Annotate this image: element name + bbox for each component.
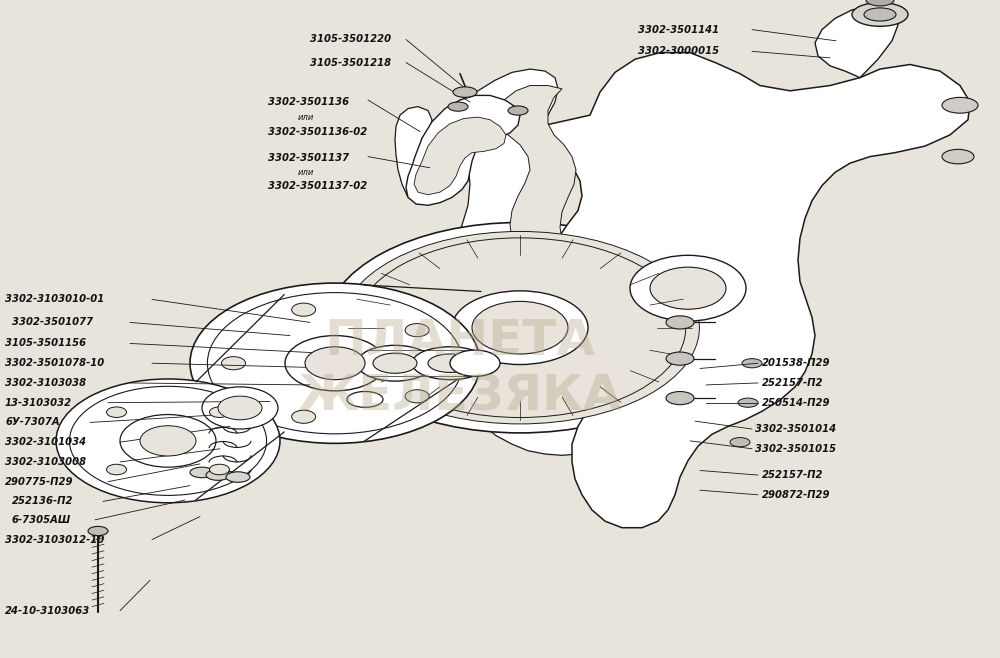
- Text: 6У-7307А: 6У-7307А: [5, 417, 60, 428]
- Text: 3302-3103038: 3302-3103038: [5, 378, 86, 388]
- Text: 3105-3501220: 3105-3501220: [310, 34, 391, 45]
- Ellipse shape: [738, 398, 758, 407]
- Text: 250514-П29: 250514-П29: [762, 397, 830, 408]
- Ellipse shape: [218, 396, 262, 420]
- Text: 3105-3501156: 3105-3501156: [5, 338, 86, 349]
- Ellipse shape: [650, 267, 726, 309]
- Text: или: или: [298, 113, 314, 122]
- Ellipse shape: [305, 347, 365, 380]
- Ellipse shape: [222, 357, 246, 370]
- Ellipse shape: [209, 407, 229, 417]
- Text: 3302-3103012-10: 3302-3103012-10: [5, 534, 104, 545]
- Ellipse shape: [206, 470, 230, 480]
- Text: 3105-3501218: 3105-3501218: [310, 57, 391, 68]
- Ellipse shape: [452, 291, 588, 365]
- Ellipse shape: [56, 379, 280, 503]
- Text: 3302-3501136: 3302-3501136: [268, 97, 349, 107]
- Text: 24-10-3103063: 24-10-3103063: [5, 605, 90, 616]
- Ellipse shape: [202, 387, 278, 429]
- Text: 3302-3101034: 3302-3101034: [5, 437, 86, 447]
- Ellipse shape: [341, 232, 699, 424]
- Ellipse shape: [88, 526, 108, 536]
- Text: 3302-3501078-10: 3302-3501078-10: [5, 358, 104, 368]
- Ellipse shape: [190, 467, 214, 478]
- Ellipse shape: [405, 324, 429, 337]
- Ellipse shape: [942, 149, 974, 164]
- Polygon shape: [438, 69, 612, 455]
- Polygon shape: [498, 86, 604, 415]
- Ellipse shape: [666, 392, 694, 405]
- Ellipse shape: [666, 352, 694, 365]
- Text: 3302-3501137: 3302-3501137: [268, 153, 349, 163]
- Text: или: или: [298, 168, 314, 177]
- Ellipse shape: [107, 407, 127, 417]
- Ellipse shape: [864, 8, 896, 21]
- Ellipse shape: [226, 472, 250, 482]
- Ellipse shape: [292, 410, 316, 423]
- Text: 3302-3501141: 3302-3501141: [638, 24, 719, 35]
- Ellipse shape: [630, 255, 746, 321]
- Text: 3302-3501014: 3302-3501014: [755, 424, 836, 434]
- Ellipse shape: [107, 465, 127, 475]
- Ellipse shape: [852, 3, 908, 26]
- Ellipse shape: [453, 87, 477, 97]
- Ellipse shape: [450, 350, 500, 376]
- Ellipse shape: [730, 438, 750, 447]
- Text: 252157-П2: 252157-П2: [762, 470, 824, 480]
- Ellipse shape: [325, 222, 715, 433]
- Text: 252136-П2: 252136-П2: [12, 496, 74, 507]
- Ellipse shape: [666, 316, 694, 329]
- Ellipse shape: [448, 102, 468, 111]
- Polygon shape: [406, 95, 520, 205]
- Polygon shape: [540, 53, 970, 528]
- Text: 3302-3501077: 3302-3501077: [12, 317, 93, 328]
- Polygon shape: [395, 107, 432, 197]
- Text: 3302-3501137-02: 3302-3501137-02: [268, 180, 367, 191]
- Text: ПЛАНЕТА
ЖЕЛЕЗЯКА: ПЛАНЕТА ЖЕЛЕЗЯКА: [298, 316, 622, 420]
- Ellipse shape: [942, 97, 978, 113]
- Text: 3302-3501136-02: 3302-3501136-02: [268, 126, 367, 137]
- Text: 3302-3103008: 3302-3103008: [5, 457, 86, 467]
- Ellipse shape: [373, 353, 417, 373]
- Ellipse shape: [120, 415, 216, 467]
- Text: 3302-3103010-01: 3302-3103010-01: [5, 294, 104, 305]
- Ellipse shape: [285, 336, 385, 391]
- Text: 3302-3501015: 3302-3501015: [755, 443, 836, 454]
- Ellipse shape: [190, 283, 480, 443]
- Ellipse shape: [742, 359, 762, 368]
- Text: 13-3103032: 13-3103032: [5, 397, 72, 408]
- Ellipse shape: [508, 106, 528, 115]
- Ellipse shape: [412, 347, 488, 380]
- Ellipse shape: [292, 303, 316, 316]
- Polygon shape: [414, 117, 506, 195]
- Text: 6-7305АШ: 6-7305АШ: [12, 515, 71, 525]
- Text: 290872-П29: 290872-П29: [762, 490, 830, 500]
- Ellipse shape: [472, 301, 568, 354]
- Ellipse shape: [357, 345, 433, 381]
- Text: 201538-П29: 201538-П29: [762, 358, 830, 368]
- Ellipse shape: [209, 465, 229, 475]
- Ellipse shape: [428, 354, 472, 372]
- Ellipse shape: [140, 426, 196, 456]
- Polygon shape: [815, 7, 898, 78]
- Text: 252157-П2: 252157-П2: [762, 378, 824, 388]
- Ellipse shape: [866, 0, 894, 6]
- Text: 290775-П29: 290775-П29: [5, 476, 74, 487]
- Text: 3302-3000015: 3302-3000015: [638, 46, 719, 57]
- Ellipse shape: [405, 390, 429, 403]
